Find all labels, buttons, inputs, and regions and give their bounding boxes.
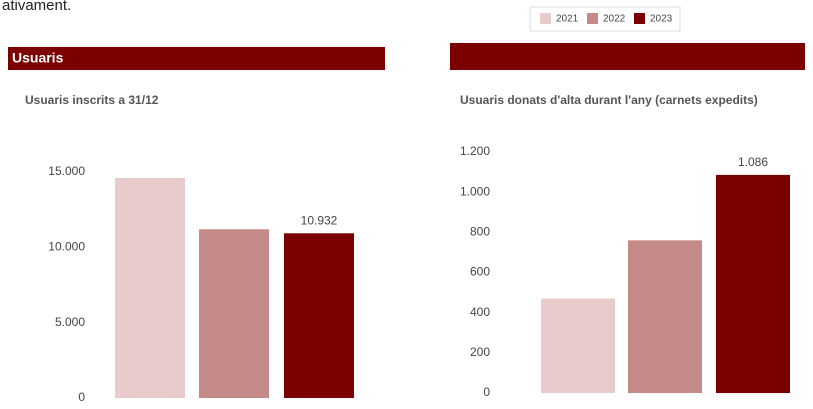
y-tick-label: 15.000 <box>48 164 85 178</box>
y-tick-label: 1.000 <box>460 184 490 198</box>
section-bar <box>450 43 805 70</box>
bar <box>541 298 615 393</box>
bar <box>115 178 185 398</box>
legend-swatch <box>587 13 598 24</box>
y-tick-label: 5.000 <box>55 315 85 329</box>
legend-label: 2023 <box>650 14 673 25</box>
legend-label: 2022 <box>603 14 626 25</box>
chart-title: Usuaris donats d'alta durant l'any (carn… <box>460 93 758 107</box>
bar <box>716 174 790 393</box>
value-label: 10.932 <box>301 213 338 227</box>
y-tick-label: 10.000 <box>48 240 85 254</box>
bar <box>628 240 702 393</box>
legend-swatch <box>634 13 645 24</box>
bar <box>199 229 269 398</box>
page-text: ativament. <box>2 0 71 14</box>
legend-swatch <box>540 13 551 24</box>
value-label: 1.086 <box>738 155 768 169</box>
y-tick-label: 200 <box>470 345 490 359</box>
section-bar <box>8 47 385 70</box>
bar <box>284 233 354 398</box>
y-tick-label: 0 <box>483 385 490 399</box>
chart-title: Usuaris inscrits a 31/12 <box>25 93 159 107</box>
y-tick-label: 0 <box>78 390 85 404</box>
legend-label: 2021 <box>556 14 579 25</box>
legend-box <box>529 6 681 32</box>
y-tick-label: 600 <box>470 265 490 279</box>
y-tick-label: 800 <box>470 225 490 239</box>
y-tick-label: 400 <box>470 305 490 319</box>
y-tick-label: 1.200 <box>460 144 490 158</box>
section-title: Usuaris <box>12 50 64 66</box>
